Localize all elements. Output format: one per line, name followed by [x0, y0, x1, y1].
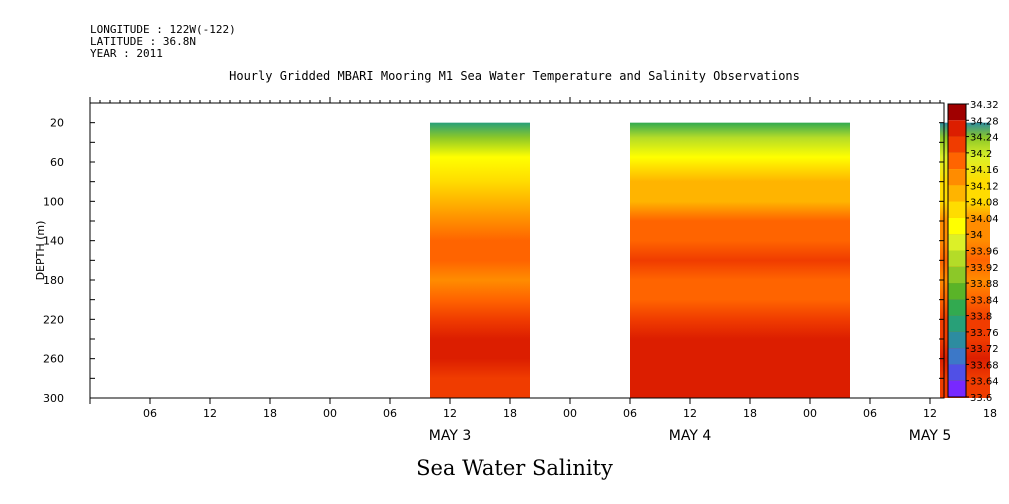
x-tick-label: 12 [923, 407, 937, 420]
colorbar-swatch [948, 331, 966, 349]
y-axis-label: DEPTH (m) [34, 221, 47, 281]
x-tick-label: 06 [383, 407, 397, 420]
colorbar-label: 34.32 [970, 100, 999, 111]
colorbar-swatch [948, 250, 966, 267]
colorbar-label: 33.6 [970, 393, 992, 404]
colorbar-label: 33.72 [970, 344, 999, 355]
colorbar-label: 34.04 [970, 214, 999, 225]
colorbar-label: 33.92 [970, 263, 999, 274]
plot-area [430, 122, 990, 399]
longitude-label: LONGITUDE : 122W(-122) [90, 23, 236, 36]
x-tick-label: 12 [203, 407, 217, 420]
x-tick-label: 12 [443, 407, 457, 420]
colorbar-label: 34.24 [970, 133, 999, 144]
x-day-label: MAY 3 [429, 428, 471, 444]
colorbar-swatch [948, 152, 966, 170]
x-tick-label: 00 [563, 407, 577, 420]
colorbar-label: 34.08 [970, 198, 999, 209]
y-tick-label: 220 [43, 313, 64, 326]
x-tick-label: 12 [683, 407, 697, 420]
colorbar-label: 33.64 [970, 377, 999, 388]
latitude-label: LATITUDE : 36.8N [90, 35, 196, 48]
data-block [630, 122, 850, 399]
colorbar-swatch [948, 299, 966, 316]
colorbar-label: 33.76 [970, 328, 999, 339]
colorbar-swatch [948, 348, 966, 365]
colorbar-label: 34.28 [970, 116, 999, 127]
plot-frame [89, 97, 945, 399]
colorbar-swatch [948, 104, 966, 121]
colorbar-swatch [948, 201, 966, 218]
y-tick-label: 140 [43, 235, 64, 248]
colorbar-label: 34.16 [970, 165, 999, 176]
colorbar-label: 33.68 [970, 360, 999, 371]
y-axis: 20 60 100 140 180 220 260 300 DEPTH (m) [34, 102, 944, 405]
colorbar-swatch [948, 169, 966, 186]
x-day-label: MAY 5 [909, 428, 951, 444]
colorbar-label: 33.8 [970, 312, 992, 323]
colorbar: 34.32 34.28 34.24 34.2 34.16 34.12 34.08 34.04 3… [947, 100, 999, 404]
x-tick-label: 18 [983, 407, 997, 420]
colorbar-swatch [948, 283, 966, 300]
data-block [430, 122, 530, 399]
colorbar-label: 34.2 [970, 149, 992, 160]
colorbar-swatch [948, 266, 966, 284]
x-tick-label: 06 [623, 407, 637, 420]
colorbar-swatch [948, 120, 966, 137]
colorbar-label: 34 [970, 230, 983, 241]
colorbar-swatch [948, 185, 966, 202]
colorbar-label: 33.96 [970, 247, 999, 258]
x-tick-label: 18 [263, 407, 277, 420]
x-tick-label: 00 [803, 407, 817, 420]
y-tick-label: 60 [50, 156, 64, 169]
y-tick-label: 300 [43, 392, 64, 405]
x-axis: 0612180006121800061218000612180006121800… [89, 398, 997, 444]
colorbar-label: 34.12 [970, 181, 999, 192]
x-day-label: MAY 4 [669, 428, 712, 444]
colorbar-swatch [948, 380, 966, 397]
x-tick-label: 00 [323, 407, 337, 420]
colorbar-swatch [948, 234, 966, 251]
year-label: YEAR : 2011 [90, 47, 163, 60]
x-tick-label: 18 [743, 407, 757, 420]
y-tick-label: 100 [43, 195, 64, 208]
y-tick-label: 20 [50, 117, 64, 130]
plot-border [89, 102, 945, 399]
colorbar-swatch [948, 217, 966, 235]
colorbar-swatch [948, 364, 966, 381]
x-tick-label: 06 [863, 407, 877, 420]
y-tick-label: 260 [43, 353, 64, 366]
x-tick-label: 18 [503, 407, 517, 420]
colorbar-swatch [948, 136, 966, 153]
x-tick-label: 06 [143, 407, 157, 420]
colorbar-label: 33.88 [970, 279, 999, 290]
colorbar-swatch [948, 315, 966, 332]
variable-label: Sea Water Salinity [416, 456, 613, 480]
y-tick-label: 180 [43, 274, 64, 287]
chart-title: Hourly Gridded MBARI Mooring M1 Sea Wate… [229, 69, 800, 83]
colorbar-label: 33.84 [970, 295, 999, 306]
